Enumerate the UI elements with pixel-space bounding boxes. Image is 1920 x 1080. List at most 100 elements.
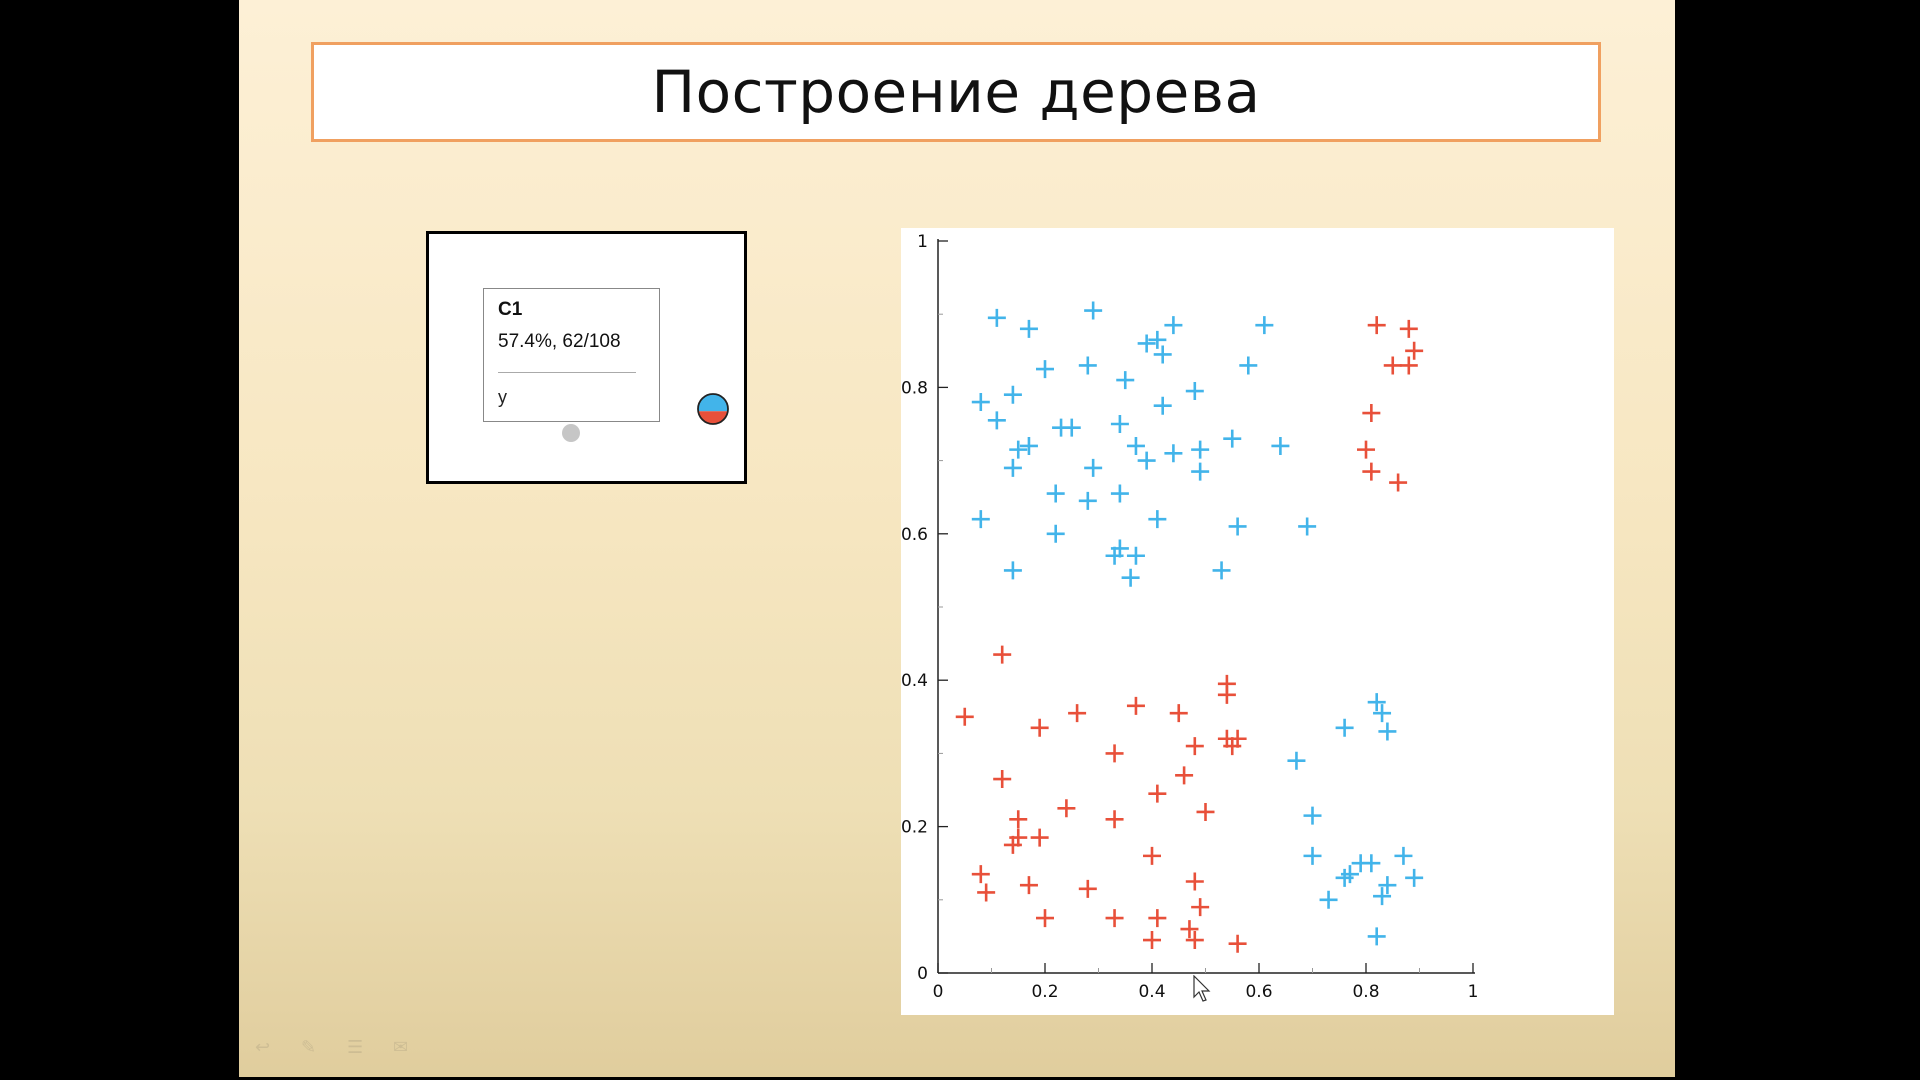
scatter-point (1335, 718, 1354, 737)
pie-outline (697, 393, 729, 425)
y-tick-label: 0.8 (901, 378, 928, 398)
scatter-plot: 0 0.2 0.4 0.6 0.8 1 0 0.2 0.4 0.6 0.8 1 (901, 228, 1614, 1015)
blue-points (971, 301, 1424, 946)
scatter-point (1378, 722, 1397, 741)
scatter-point (1105, 810, 1124, 829)
y-tick-label: 0 (917, 964, 928, 984)
scatter-point (1148, 330, 1167, 349)
scatter-point (1009, 828, 1028, 847)
scatter-point (993, 770, 1012, 789)
x-tick-label: 0.8 (1352, 982, 1379, 1002)
scatter-point (1319, 890, 1338, 909)
scatter-point (993, 645, 1012, 664)
scatter-point (1405, 341, 1424, 360)
scatter-point (1367, 316, 1386, 335)
scatter-point (1399, 319, 1418, 338)
scatter-point (1164, 316, 1183, 335)
y-tick-label: 0.6 (901, 525, 928, 545)
scatter-point (1394, 846, 1413, 865)
scatter-point (971, 865, 990, 884)
menu-icon[interactable]: ☰ (347, 1037, 364, 1058)
node-split-variable: y (498, 387, 507, 407)
scatter-point (1191, 440, 1210, 459)
scatter-point (955, 707, 974, 726)
scatter-point (1078, 879, 1097, 898)
scatter-point (1148, 909, 1167, 928)
scatter-point (1078, 356, 1097, 375)
scatter-point (1367, 927, 1386, 946)
scatter-point (1126, 546, 1145, 565)
slide: Построение дерева C1 57.4%, 62/108 y 0 0.… (239, 0, 1675, 1077)
scatter-point (1378, 876, 1397, 895)
scatter-point (1223, 429, 1242, 448)
scatter-point (1143, 931, 1161, 950)
back-arrow-icon[interactable]: ↩ (255, 1037, 271, 1058)
x-tick-label: 0.4 (1138, 982, 1165, 1002)
pen-icon[interactable]: ✎ (301, 1037, 317, 1058)
scatter-point (1271, 436, 1290, 455)
scatter-svg: 0 0.2 0.4 0.6 0.8 1 0 0.2 0.4 0.6 0.8 1 (901, 232, 1479, 1002)
scatter-point (1062, 418, 1081, 437)
scatter-point (1143, 846, 1161, 865)
title-box: Построение дерева (311, 42, 1601, 142)
scatter-point (1228, 934, 1247, 953)
scatter-point (1357, 440, 1375, 459)
scatter-point (1303, 846, 1322, 865)
node-title: C1 (498, 299, 523, 320)
scatter-point (1239, 356, 1258, 375)
scatter-point (1036, 360, 1054, 379)
scatter-point (971, 510, 990, 529)
scatter-point (1185, 931, 1204, 950)
scatter-point (1298, 517, 1317, 536)
scatter-point (1110, 415, 1129, 433)
scatter-point (1105, 909, 1124, 928)
y-tick-label: 0.4 (901, 671, 928, 691)
scatter-point (1019, 319, 1038, 338)
node-divider (498, 372, 636, 373)
scatter-point (1180, 920, 1199, 939)
scatter-point (1105, 744, 1124, 763)
scatter-point (1373, 704, 1392, 723)
scatter-point (1148, 784, 1167, 803)
scatter-point (1084, 458, 1103, 477)
mouse-cursor-icon (1193, 975, 1211, 1002)
node-expand-handle[interactable] (562, 424, 580, 442)
scatter-point (1373, 887, 1392, 906)
scatter-point (1228, 729, 1247, 748)
scatter-point (1303, 806, 1322, 825)
x-tick-label: 0.6 (1245, 982, 1272, 1002)
x-tick-label: 0 (933, 982, 944, 1002)
scatter-point (1110, 484, 1129, 503)
x-tick-label: 0.2 (1031, 982, 1058, 1002)
scatter-point (1153, 345, 1172, 364)
slide-toolbar: ↩ ✎ ☰ ✉ (255, 1037, 419, 1058)
scatter-point (1185, 737, 1204, 756)
scatter-point (1105, 546, 1124, 565)
scatter-point (1003, 561, 1022, 580)
scatter-point (977, 883, 996, 902)
scatter-point (1121, 568, 1140, 587)
scatter-point (987, 308, 1006, 327)
y-tick-label: 0.2 (901, 818, 928, 838)
scatter-point (1003, 385, 1022, 404)
scatter-point (1137, 451, 1156, 470)
scatter-point (1137, 334, 1156, 353)
scatter-point (1191, 462, 1210, 481)
scatter-point (1287, 751, 1306, 770)
chat-icon[interactable]: ✉ (393, 1037, 409, 1058)
scatter-point (1405, 868, 1424, 887)
scatter-point (1362, 854, 1381, 873)
scatter-point (1362, 404, 1381, 423)
scatter-point (1126, 696, 1145, 715)
node-pie-icon (697, 393, 729, 425)
scatter-point (1009, 440, 1028, 459)
scatter-point (1057, 799, 1076, 818)
scatter-point (1126, 436, 1145, 455)
scatter-point (1217, 685, 1236, 704)
tree-panel: C1 57.4%, 62/108 y (426, 231, 747, 484)
scatter-point (987, 411, 1006, 430)
scatter-point (1383, 356, 1402, 375)
tree-node[interactable]: C1 57.4%, 62/108 y (483, 288, 729, 425)
x-tick-label: 1 (1468, 982, 1479, 1002)
scatter-point (1036, 909, 1054, 928)
